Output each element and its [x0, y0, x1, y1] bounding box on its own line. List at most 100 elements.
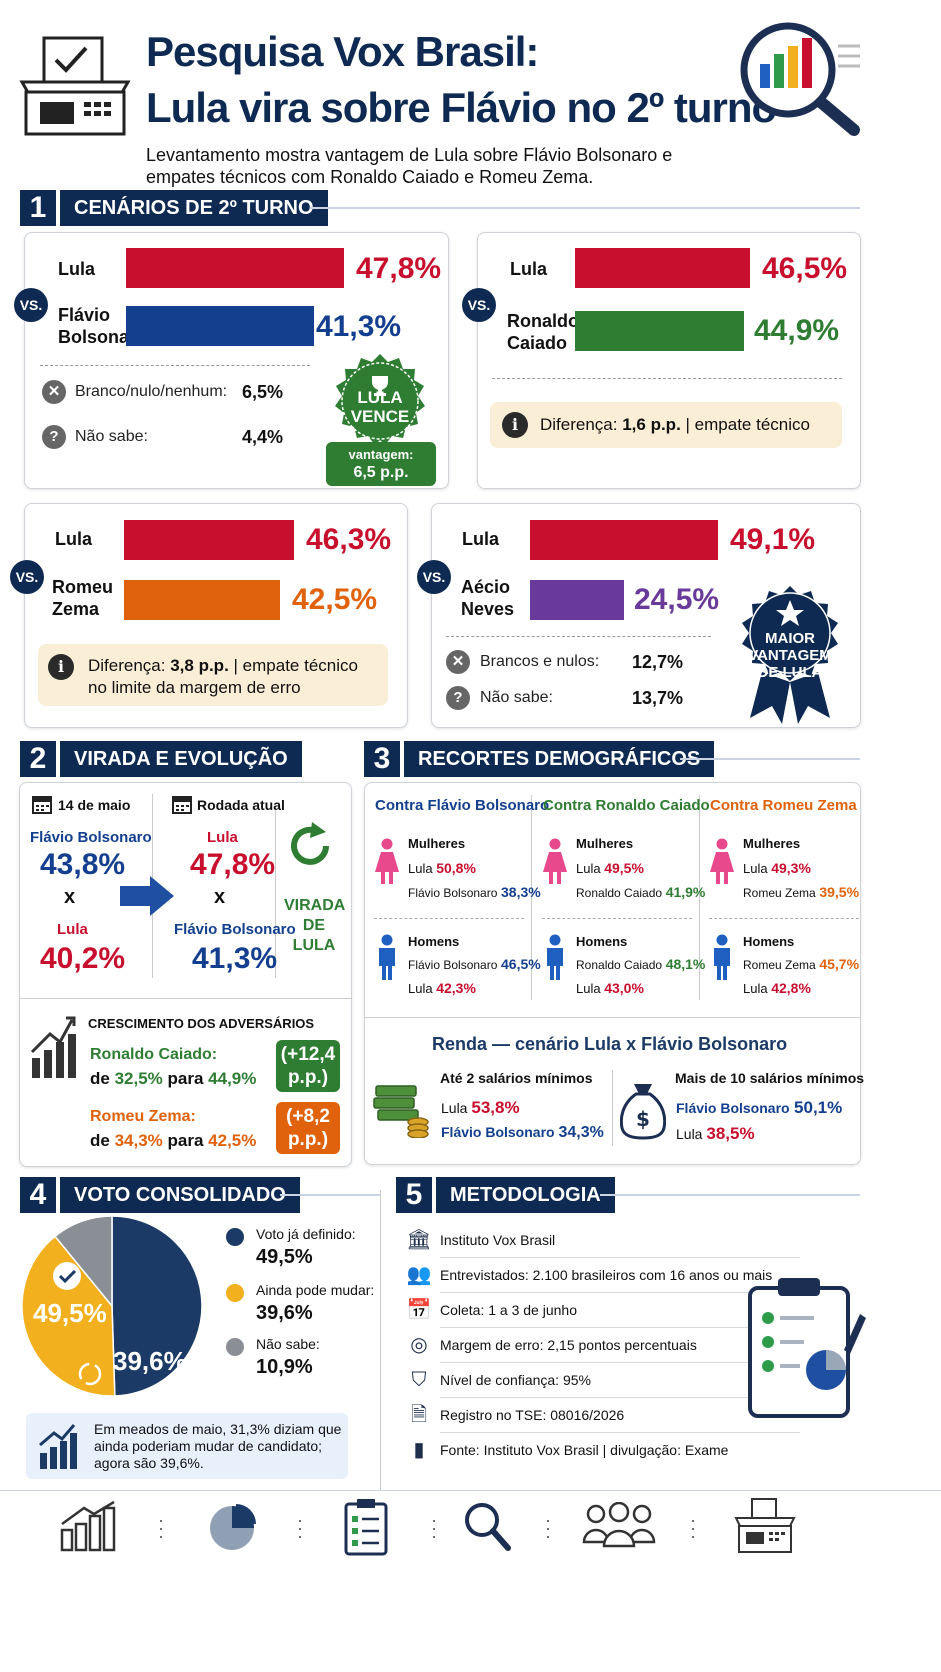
name: Flávio Bolsonaro — [441, 1124, 555, 1140]
divider — [542, 918, 692, 919]
right-x: x — [214, 886, 226, 908]
value: 50,8% — [436, 860, 476, 876]
growth-chart-icon — [30, 1016, 76, 1078]
renda-title-b: — cenário Lula x Flávio Bolsonaro — [492, 1034, 788, 1054]
arrow-right-icon — [120, 876, 174, 916]
right-bottom-value: 41,3% — [192, 942, 278, 975]
man-icon — [547, 934, 563, 980]
growth-zema-pill: (+8,2 p.p.) — [276, 1102, 340, 1154]
value: 48,1% — [665, 956, 706, 972]
trend-up-icon — [39, 1424, 77, 1469]
demo-header-caiado: Contra Ronaldo Caiado — [543, 797, 710, 814]
note-suffix: | empate técnico — [233, 656, 358, 675]
legend-swatch-definido — [226, 1228, 244, 1246]
methodology-row: Fonte: Instituto Vox Brasil | divulgação… — [440, 1442, 729, 1458]
growth-zema-text: de 34,3% para 42,5% — [90, 1131, 256, 1151]
right-top-name: Lula — [207, 829, 238, 846]
page-title-line1: Pesquisa Vox Brasil: — [146, 28, 539, 75]
advantage-box: vantagem: 6,5 p.p. — [326, 442, 436, 486]
man-icon — [379, 934, 395, 980]
section5-divider — [600, 1194, 860, 1196]
note-bold: 1,6 p.p. — [622, 415, 681, 434]
de: de — [90, 1069, 110, 1088]
checklist-icon — [344, 1499, 388, 1556]
growth-caiado-from: 32,5% — [114, 1069, 163, 1088]
divider — [275, 810, 276, 978]
footer-dots-separator: · · · — [545, 1510, 551, 1546]
divider — [40, 365, 310, 366]
document-icon: 🗎 — [410, 1404, 428, 1426]
value: 39,5% — [819, 884, 860, 900]
section1-number: 1 — [20, 190, 56, 226]
pill-line1: (+8,2 — [286, 1106, 330, 1127]
bar-lula-vs-aecio-aecio — [530, 580, 624, 620]
name: Flávio Bolsonaro — [408, 958, 498, 972]
demo-women-label: Mulheres — [576, 836, 634, 851]
seal-line2: VENCE — [350, 407, 410, 426]
renda-high-title: Mais de 10 salários mínimos — [675, 1070, 865, 1086]
legend-label-nao-sabe: Não sabe: — [256, 1336, 320, 1352]
calendar-icon — [172, 796, 192, 814]
footer-dots-separator: · · · — [297, 1510, 303, 1546]
demo-men-row2: Lula 42,3% — [408, 980, 476, 996]
section3-number: 3 — [364, 741, 400, 777]
demo-men-row2: Lula 43,0% — [576, 980, 644, 996]
methodology-row: Coleta: 1 a 3 de junho — [440, 1292, 800, 1328]
pie-slice-pode-mudar — [21, 1235, 116, 1397]
value-nao-sabe: 4,4% — [242, 427, 284, 447]
para: para — [167, 1069, 204, 1088]
value: 34,3% — [558, 1124, 604, 1141]
right-top-value: 47,8% — [190, 848, 276, 881]
left-x: x — [64, 886, 76, 908]
pie-label-definido: 49,5% — [33, 1298, 107, 1328]
bar-lula-vs-caiado-caiado — [575, 311, 744, 351]
page-title-line2: Lula vira sobre Flávio no 2º turno — [146, 84, 777, 131]
growth-zema-from: 34,3% — [114, 1131, 163, 1150]
target-icon: ◎ — [410, 1334, 428, 1356]
growth-caiado-to: 44,9% — [208, 1069, 257, 1088]
demo-men-label: Homens — [576, 934, 628, 949]
divider — [531, 795, 532, 1000]
name: Romeu Zema — [743, 958, 816, 972]
name: Lula — [408, 861, 433, 876]
seal-maior-vantagem — [742, 586, 838, 724]
left-bottom-value: 40,2% — [40, 942, 126, 975]
advantage-value: 6,5 p.p. — [353, 464, 409, 481]
footer-dots-separator: · · · — [431, 1510, 437, 1546]
virada-line1: VIRADA — [284, 897, 346, 914]
note-prefix: Diferença: — [88, 656, 166, 675]
section4-divider — [280, 1194, 380, 1196]
x-circle-icon: ✕ — [446, 650, 470, 674]
pill-line2: p.p.) — [287, 1129, 329, 1150]
value: 50,1% — [794, 1098, 843, 1117]
bar-lula-vs-flavio-lula — [126, 248, 344, 288]
bar-lula-vs-caiado-lula — [575, 248, 750, 288]
x-circle-icon: ✕ — [42, 380, 66, 404]
label-nao-sabe: Não sabe: — [480, 689, 553, 706]
name-aecio-l1: Aécio — [461, 577, 511, 597]
demo-women-row1: Lula 49,5% — [576, 860, 644, 876]
methodology-row: Entrevistados: 2.100 brasileiros com 16 … — [440, 1257, 800, 1293]
demo-women-row2: Flávio Bolsonaro 38,3% — [408, 884, 541, 900]
growth-zema-to: 42,5% — [208, 1131, 257, 1150]
money-stack-icon — [373, 1085, 429, 1138]
vs-badge: VS. — [14, 288, 48, 322]
name: Lula — [743, 981, 768, 996]
demo-men-label: Homens — [743, 934, 795, 949]
section4-title: VOTO CONSOLIDADO — [60, 1177, 300, 1213]
woman-icon — [375, 838, 399, 884]
people-icon: 👥 — [406, 1264, 432, 1286]
growth-caiado-label: Ronaldo Caiado: — [90, 1046, 218, 1063]
name-caiado-l2: Caiado — [507, 333, 568, 353]
renda-low-title: Até 2 salários mínimos — [440, 1070, 593, 1086]
woman-icon — [710, 838, 734, 884]
value: 41,9% — [665, 884, 706, 900]
section3-divider — [680, 758, 860, 760]
magnifier-chart-icon — [740, 22, 860, 136]
right-bottom-name: Flávio Bolsonaro — [174, 921, 296, 938]
value: 42,8% — [771, 980, 811, 996]
section5-number: 5 — [396, 1177, 432, 1213]
divider — [612, 1070, 613, 1146]
demo-women-row2: Romeu Zema 39,5% — [743, 884, 859, 900]
value-lula-vs-aecio-lula: 49,1% — [730, 523, 816, 556]
